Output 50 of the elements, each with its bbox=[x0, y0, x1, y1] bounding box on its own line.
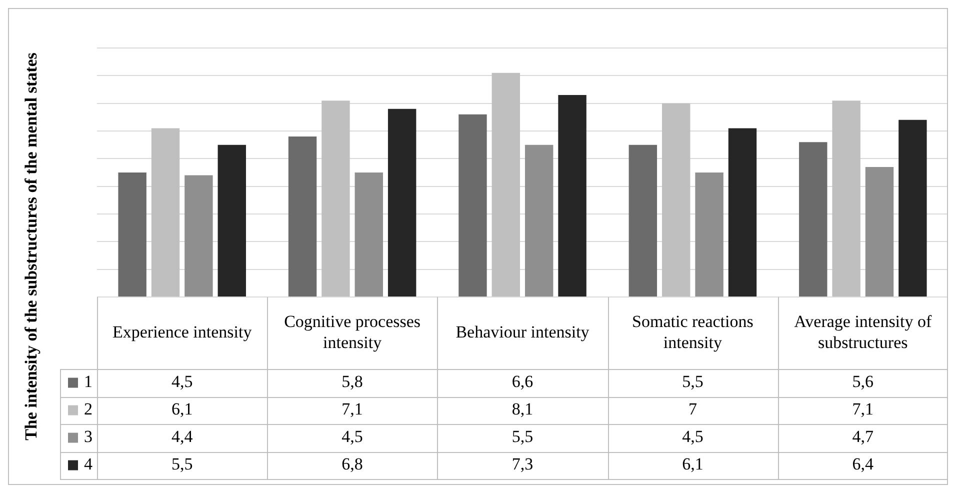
legend-label: 1 bbox=[84, 372, 92, 392]
data-label: 4,5 bbox=[342, 427, 363, 446]
legend-label: 4 bbox=[84, 454, 93, 474]
data-label: 4,4 bbox=[171, 427, 194, 446]
bar bbox=[288, 136, 317, 296]
bar bbox=[832, 100, 860, 296]
bar bbox=[184, 175, 213, 296]
data-label: 7,1 bbox=[342, 400, 363, 419]
x-tick-label: Somatic reactions intensity bbox=[632, 312, 754, 352]
bar bbox=[865, 166, 894, 296]
data-label: 7,3 bbox=[512, 454, 534, 474]
bar bbox=[799, 142, 828, 296]
y-axis-title: The intensity of the substructures of the mental states bbox=[21, 52, 40, 440]
data-label: 5,5 bbox=[682, 372, 704, 392]
legend-label: 3 bbox=[84, 427, 92, 446]
bar bbox=[118, 172, 146, 296]
bar bbox=[492, 72, 520, 296]
data-label: 5,5 bbox=[512, 427, 534, 446]
x-tick-label: Experience intensity bbox=[112, 322, 252, 342]
data-label: 8,1 bbox=[512, 400, 534, 419]
bar bbox=[151, 128, 180, 296]
data-label: 4,5 bbox=[171, 372, 193, 392]
data-label: 5,8 bbox=[342, 372, 363, 392]
data-label: 7 bbox=[688, 400, 698, 419]
bar bbox=[898, 120, 927, 296]
data-label: 5,6 bbox=[852, 372, 874, 392]
data-label: 4,5 bbox=[682, 427, 704, 446]
data-label: 5,5 bbox=[171, 454, 193, 474]
x-tick-label: Behaviour intensity bbox=[456, 322, 590, 342]
data-label: 6,6 bbox=[512, 372, 534, 392]
data-label: 6,1 bbox=[682, 454, 704, 474]
bar bbox=[628, 144, 658, 296]
data-label: 6,4 bbox=[852, 454, 874, 474]
bar bbox=[728, 128, 757, 296]
bar bbox=[524, 144, 554, 296]
data-label: 6,8 bbox=[342, 454, 363, 474]
data-label: 7,1 bbox=[852, 400, 874, 419]
x-tick-label: Cognitive processes intensity bbox=[284, 312, 421, 352]
data-label: 4,7 bbox=[852, 427, 874, 446]
bar bbox=[388, 108, 416, 296]
bar bbox=[695, 172, 724, 296]
bar bbox=[558, 95, 586, 296]
bar bbox=[458, 114, 487, 296]
legend-label: 2 bbox=[84, 400, 92, 419]
data-label: 6,1 bbox=[171, 400, 193, 419]
bar bbox=[218, 144, 246, 296]
bar bbox=[662, 103, 690, 296]
bar bbox=[322, 100, 350, 296]
bar bbox=[354, 172, 383, 296]
x-tick-label: Average intensity of substructures bbox=[794, 312, 932, 352]
